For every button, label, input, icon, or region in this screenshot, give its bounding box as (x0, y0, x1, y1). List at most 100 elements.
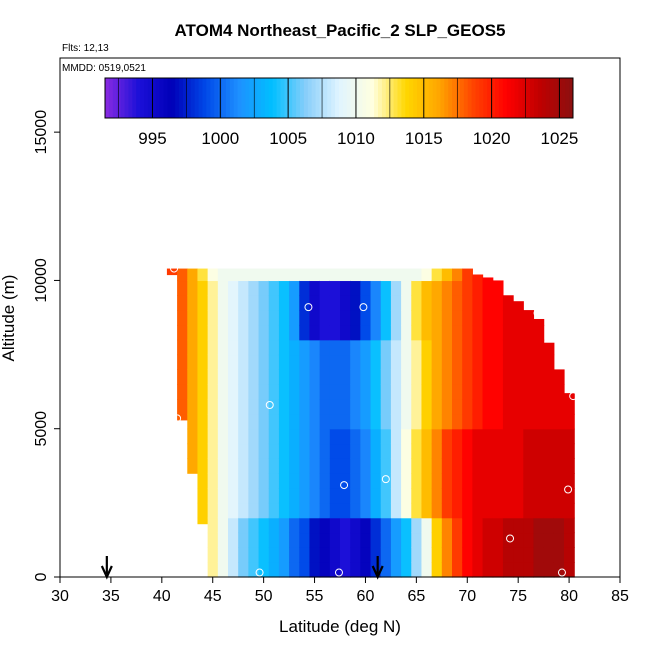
heatmap-cell (462, 369, 473, 385)
heatmap-cell (340, 310, 351, 326)
colorbar-segment (522, 78, 527, 118)
heatmap-cell (370, 443, 382, 459)
heatmap-cell (207, 562, 219, 578)
heatmap-cell (228, 547, 239, 563)
colorbar-segment (128, 78, 133, 118)
colorbar-segment (237, 78, 242, 118)
heatmap-cell (228, 502, 239, 519)
heatmap-cell (309, 295, 321, 311)
heatmap-cell (309, 384, 321, 400)
heatmap-cell (309, 458, 321, 474)
colorbar-segment (124, 78, 129, 118)
colorbar-segment (495, 78, 500, 118)
heatmap-cell (462, 473, 473, 489)
heatmap-cell (248, 547, 260, 563)
heatmap-cell (197, 268, 209, 282)
heatmap-cell (482, 280, 494, 296)
colorbar-segment (545, 78, 551, 118)
heatmap-cell (482, 369, 494, 385)
heatmap-cell (543, 342, 555, 356)
heatmap-cell (564, 399, 575, 415)
colorbar-segment (186, 78, 192, 118)
colorbar-segment (456, 78, 461, 118)
heatmap-cell (543, 354, 555, 370)
heatmap-cell (187, 324, 199, 341)
heatmap-cell (258, 413, 270, 430)
heatmap-cell (431, 399, 443, 415)
heatmap-cell (299, 502, 311, 519)
heatmap-cell (431, 310, 443, 326)
colorbar-segment (132, 78, 137, 118)
heatmap-cell (238, 547, 249, 563)
heatmap-cell (309, 562, 321, 578)
heatmap-cell (309, 413, 321, 430)
heatmap-cell (228, 532, 239, 548)
heatmap-cell (360, 562, 372, 578)
heatmap-cell (452, 532, 463, 548)
heatmap-cell (462, 295, 473, 311)
heatmap-cell (350, 339, 361, 356)
heatmap-cell (248, 502, 260, 519)
heatmap-cell (441, 295, 453, 311)
heatmap-cell (278, 268, 290, 282)
heatmap-cell (207, 413, 219, 430)
heatmap-cell (380, 547, 392, 563)
observation-point (334, 568, 343, 577)
heatmap-cell (401, 458, 412, 474)
heatmap-layer (166, 268, 575, 578)
heatmap-cell (268, 399, 280, 415)
colorbar-segment (120, 78, 125, 118)
heatmap-cell (401, 280, 412, 296)
heatmap-cell (441, 502, 453, 519)
heatmap-cell (431, 384, 443, 400)
heatmap-cell (350, 399, 361, 415)
heatmap-cell (370, 413, 382, 430)
colorbar-segment (202, 78, 207, 118)
heatmap-cell (370, 354, 382, 370)
heatmap-cell (360, 310, 372, 326)
heatmap-cell (380, 369, 392, 385)
heatmap-cell (421, 473, 433, 489)
heatmap-cell (513, 399, 524, 415)
heatmap-cell (187, 399, 199, 415)
colorbar-segment (167, 78, 172, 118)
heatmap-cell (248, 473, 260, 489)
heatmap-cell (350, 532, 361, 548)
heatmap-cell (502, 428, 514, 445)
heatmap-cell (238, 399, 249, 415)
colorbar-tick-label: 1025 (541, 129, 579, 148)
colorbar-segment (335, 78, 340, 118)
heatmap-cell (228, 399, 239, 415)
heatmap-cell (299, 532, 311, 548)
heatmap-cell (472, 310, 484, 326)
heatmap-cell (421, 295, 433, 311)
heatmap-cell (278, 502, 290, 519)
heatmap-cell (533, 473, 545, 489)
heatmap-cell (462, 502, 473, 519)
heatmap-cell (217, 295, 229, 311)
heatmap-cell (329, 280, 341, 296)
heatmap-cell (564, 473, 575, 489)
latitude-arrow (371, 556, 384, 580)
heatmap-cell (217, 268, 229, 282)
colorbar-segment (296, 78, 301, 118)
colorbar-segment (194, 78, 200, 118)
heatmap-cell (278, 280, 290, 296)
heatmap-cell (462, 562, 473, 578)
heatmap-cell (289, 324, 300, 341)
heatmap-cell (421, 413, 433, 430)
heatmap-cell (502, 399, 514, 415)
colorbar-segment (261, 78, 266, 118)
heatmap-cell (340, 458, 351, 474)
heatmap-cell (329, 369, 341, 385)
heatmap-cell (360, 473, 372, 489)
heatmap-cell (553, 413, 565, 430)
heatmap-cell (543, 532, 555, 548)
heatmap-cell (421, 488, 433, 504)
heatmap-cell (340, 488, 351, 504)
heatmap-cell (360, 339, 372, 356)
heatmap-cell (452, 413, 463, 430)
heatmap-cell (238, 369, 249, 385)
heatmap-cell (217, 458, 229, 474)
